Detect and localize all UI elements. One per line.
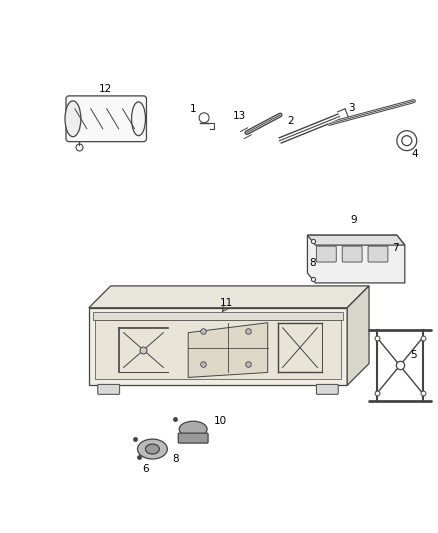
Polygon shape	[93, 312, 343, 320]
Text: 13: 13	[233, 111, 247, 121]
Polygon shape	[307, 235, 405, 245]
Text: 2: 2	[287, 116, 294, 126]
Text: 10: 10	[213, 416, 226, 426]
Text: 1: 1	[190, 104, 197, 114]
Text: 11: 11	[219, 298, 233, 308]
FancyBboxPatch shape	[66, 96, 146, 142]
Polygon shape	[307, 235, 405, 283]
Ellipse shape	[65, 101, 81, 136]
Text: 9: 9	[351, 215, 357, 225]
Text: 12: 12	[99, 84, 113, 94]
Polygon shape	[89, 286, 369, 308]
Ellipse shape	[179, 421, 207, 437]
Text: 5: 5	[410, 350, 417, 360]
Ellipse shape	[138, 439, 167, 459]
FancyBboxPatch shape	[98, 384, 120, 394]
Text: 7: 7	[392, 243, 399, 253]
Ellipse shape	[145, 444, 159, 454]
Text: 8: 8	[309, 258, 316, 268]
Polygon shape	[95, 320, 341, 379]
FancyBboxPatch shape	[342, 246, 362, 262]
Ellipse shape	[131, 102, 145, 136]
FancyBboxPatch shape	[316, 384, 338, 394]
Text: 3: 3	[348, 103, 354, 113]
Polygon shape	[188, 322, 268, 377]
FancyBboxPatch shape	[368, 246, 388, 262]
FancyBboxPatch shape	[178, 433, 208, 443]
FancyBboxPatch shape	[316, 246, 336, 262]
Text: 8: 8	[172, 454, 179, 464]
Text: 4: 4	[411, 149, 418, 159]
Polygon shape	[89, 308, 347, 385]
Text: 6: 6	[142, 464, 149, 474]
Polygon shape	[347, 286, 369, 385]
